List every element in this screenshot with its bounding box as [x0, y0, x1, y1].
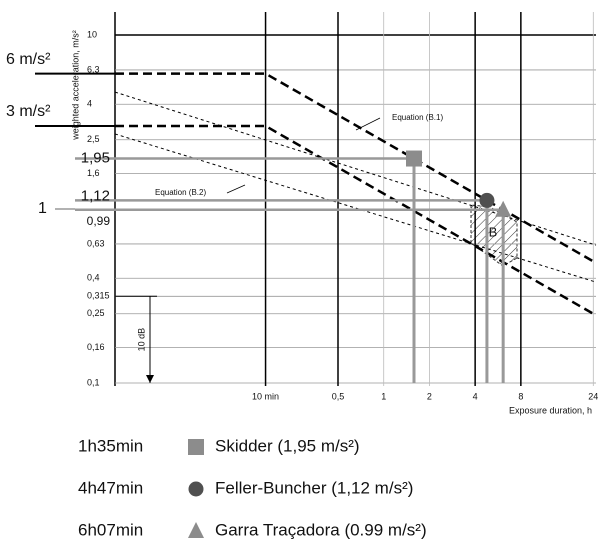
x-tick-label: 0,5 [332, 391, 345, 401]
equation-label: Equation (B.2) [155, 188, 206, 197]
reference-label: 6 m/s² [6, 51, 51, 68]
point-marker [495, 200, 512, 217]
leader [226, 184, 246, 194]
x-tick-label: 1 [381, 391, 386, 401]
x-tick-label: 24 [588, 391, 598, 401]
point-marker [406, 150, 423, 167]
legend-label: Skidder (1,95 m/s²) [215, 436, 360, 455]
reference-label: 3 m/s² [6, 103, 51, 120]
y-tick-label: 2,5 [87, 134, 100, 144]
db-arrow [146, 375, 154, 383]
series-line [115, 124, 594, 315]
x-tick-label: 8 [518, 391, 523, 401]
legend-time: 6h07min [78, 520, 143, 539]
value-label: 1,95 [81, 150, 110, 167]
legend-marker [188, 481, 204, 497]
legend-marker [188, 439, 204, 455]
x-axis-label: Exposure duration, h [509, 405, 592, 415]
legend-label: Feller-Buncher (1,12 m/s²) [215, 478, 413, 497]
db-label: 10 dB [136, 328, 146, 352]
x-tick-label: 10 min [252, 391, 279, 401]
leader [355, 117, 381, 131]
y-tick-label: 0,1 [87, 377, 100, 387]
legend-time: 4h47min [78, 478, 143, 497]
reference-label: 1 [38, 200, 47, 217]
series-line [114, 133, 597, 283]
series-line [115, 72, 594, 263]
value-label: 1,12 [81, 187, 110, 204]
x-tick-label: 4 [473, 391, 478, 401]
y-tick-label: 0,25 [87, 308, 105, 318]
point-marker [479, 192, 495, 208]
y-tick-label: 0,4 [87, 273, 100, 283]
y-axis-label: weighted acceleration, m/s² [70, 30, 80, 141]
legend-marker [188, 522, 204, 538]
equation-label: Equation (B.1) [392, 113, 443, 122]
value-label: 0,99 [87, 214, 111, 228]
x-tick-label: 2 [427, 391, 432, 401]
y-tick-label: 4 [87, 99, 92, 109]
zone-label: B [489, 224, 498, 239]
y-tick-label: 0,63 [87, 238, 105, 248]
y-tick-label: 6,3 [87, 64, 100, 74]
legend-time: 1h35min [78, 436, 143, 455]
series-line [114, 91, 597, 246]
y-tick-label: 10 [87, 29, 97, 39]
y-tick-label: 0,315 [87, 291, 110, 301]
y-tick-label: 1,6 [87, 168, 100, 178]
legend-label: Garra Traçadora (0.99 m/s²) [215, 520, 427, 539]
y-tick-label: 0,16 [87, 342, 105, 352]
